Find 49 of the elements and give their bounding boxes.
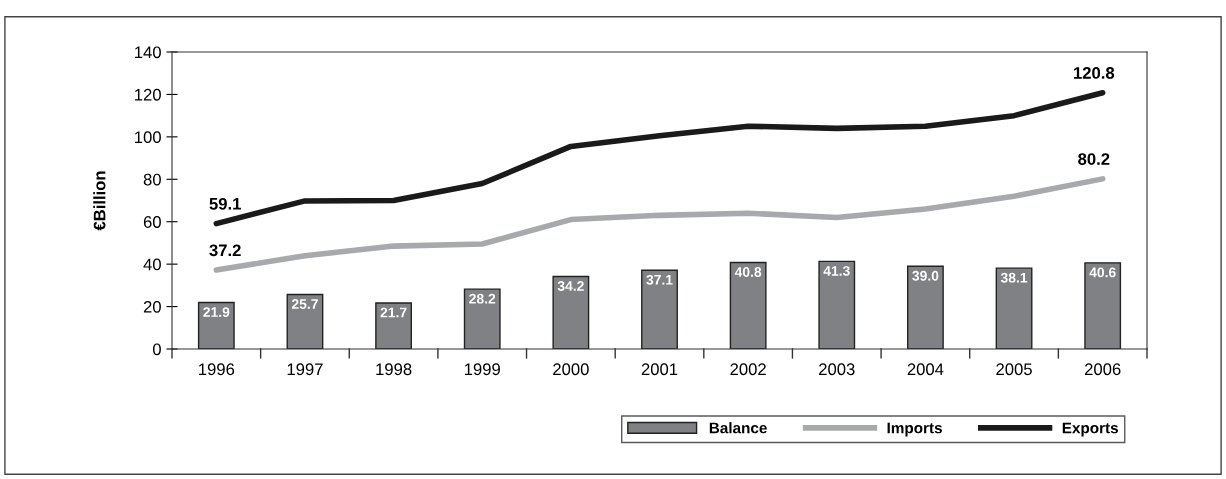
bar	[906, 265, 944, 349]
x-tick-label: 1996	[199, 363, 235, 376]
x-tick-label: 1999	[464, 363, 500, 376]
x-tick-label: 2006	[1084, 363, 1121, 376]
y-tick-label: 100	[135, 131, 161, 144]
y-tick-label: 20	[143, 300, 161, 313]
data-label: 21.7	[380, 307, 407, 318]
x-tick-label: 1998	[376, 363, 412, 376]
bar	[1084, 262, 1122, 349]
x-tick-label: 2005	[996, 363, 1032, 376]
y-tick-label: 120	[135, 88, 161, 101]
data-label: 41.3	[823, 265, 850, 276]
y-tick-label: 80	[143, 173, 161, 186]
x-tick-label: 2004	[907, 363, 944, 376]
data-label: 40.6	[1089, 267, 1116, 278]
data-label: 39.0	[912, 270, 939, 281]
bar	[641, 269, 678, 349]
bar	[818, 260, 856, 349]
y-tick-label: 140	[135, 46, 161, 59]
data-label: 38.1	[1000, 272, 1028, 283]
bar	[286, 293, 324, 349]
data-label: 37.2	[209, 244, 241, 257]
bar	[375, 302, 413, 349]
x-tick-label: 1997	[287, 363, 323, 376]
y-axis-title: €Billion	[93, 171, 106, 231]
y-tick-label: 40	[143, 258, 161, 271]
x-tick-label: 2002	[730, 363, 766, 376]
y-tick-label: 0	[152, 343, 161, 356]
x-tick-label: 2001	[641, 363, 678, 376]
x-tick-label: 2003	[819, 363, 855, 376]
data-label: 40.8	[734, 267, 762, 277]
x-tick-label: 2000	[553, 363, 589, 376]
data-label: 59.1	[209, 197, 241, 210]
data-label: 80.2	[1078, 153, 1110, 165]
data-label: 34.2	[557, 281, 584, 291]
bar	[197, 301, 235, 349]
legend-label: Imports	[887, 422, 942, 437]
data-label: 120.8	[1074, 67, 1115, 79]
data-label: 21.9	[203, 307, 230, 317]
bar	[729, 261, 767, 349]
data-label: 25.7	[291, 299, 318, 309]
legend-label: Balance	[709, 422, 767, 434]
bar	[463, 288, 501, 349]
data-label: 28.2	[469, 293, 496, 304]
bar	[995, 267, 1033, 349]
data-label: 37.1	[646, 274, 673, 285]
legend-label: Exports	[1062, 422, 1118, 437]
y-tick-label: 60	[143, 216, 161, 228]
bar	[552, 275, 590, 349]
